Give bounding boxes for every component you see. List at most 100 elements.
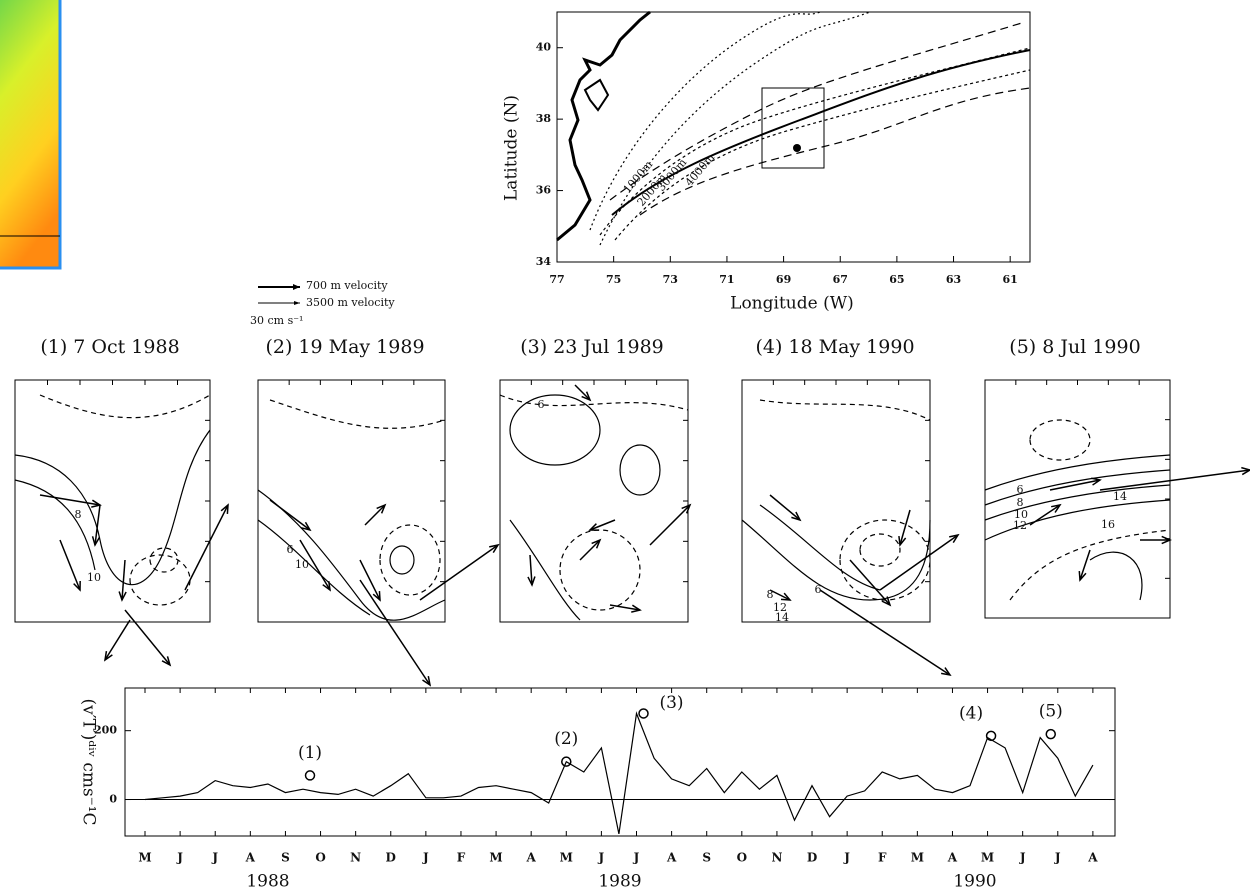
velocity-arrow (269, 499, 311, 531)
contour-label: 10 (1014, 508, 1028, 521)
mooring (793, 144, 801, 152)
map-x-tick-label: 77 (549, 273, 564, 286)
arrowhead (881, 596, 892, 607)
map-x-tick-label: 71 (719, 273, 734, 286)
event-label: (2) (554, 729, 578, 749)
x-tick-label: O (315, 851, 325, 865)
velocity-arrow (769, 494, 801, 521)
year-label: 1990 (953, 872, 996, 892)
x-tick-label: A (526, 851, 537, 865)
arrowhead (422, 676, 432, 687)
panel-title: (3) 23 Jul 1989 (520, 336, 664, 358)
panel-contour (269, 399, 446, 429)
panel-frame (257, 379, 446, 623)
contour-label: 14 (1113, 490, 1127, 503)
contour-label: 6 (287, 543, 294, 556)
panel-contour (257, 519, 371, 616)
panel-contour (984, 499, 1171, 541)
map-contour (639, 87, 1031, 216)
arrowhead (372, 590, 381, 602)
coastline (583, 78, 610, 112)
x-tick-label: N (350, 851, 361, 865)
x-tick-label: M (911, 851, 924, 865)
panel-contour (859, 533, 901, 567)
map-x-tick-label: 73 (663, 273, 678, 286)
arrowhead (118, 591, 127, 602)
velocity-arrow (299, 539, 331, 591)
map-contour (611, 49, 1031, 216)
event-marker (985, 730, 997, 742)
panel-contour (509, 394, 601, 466)
panel-contour (257, 489, 446, 621)
x-tick-label: M (560, 851, 573, 865)
x-tick-label: J (633, 851, 640, 865)
event-label: (1) (298, 743, 322, 763)
panel-contour (984, 469, 1171, 506)
legend-scale: 30 cm s⁻¹ (250, 314, 303, 327)
x-tick-label: J (598, 851, 605, 865)
x-tick-label: A (666, 851, 677, 865)
velocity-arrow (39, 494, 101, 506)
panel-title: (5) 8 Jul 1990 (1009, 336, 1140, 358)
x-tick-label: D (807, 851, 817, 865)
panel-contour (1009, 529, 1171, 601)
panel-contour (499, 394, 689, 411)
arrowhead (898, 535, 907, 547)
x-tick-label: M (138, 851, 151, 865)
map-contour (609, 21, 1026, 201)
arrowhead (581, 391, 592, 402)
arrowhead (301, 521, 312, 532)
velocity-arrow (59, 539, 81, 591)
legend-arrowhead (293, 284, 300, 290)
legend-label: 3500 m velocity (306, 296, 395, 309)
panel-contour (759, 504, 881, 591)
map-y-tick-label: 38 (536, 112, 552, 125)
panel-contour (984, 454, 1171, 491)
image-fragment (0, 0, 62, 270)
velocity-arrow (94, 504, 101, 546)
panel-contour (129, 554, 191, 606)
study-box (761, 87, 825, 169)
velocity-arrow (1099, 469, 1250, 491)
contour-label: 6 (538, 398, 545, 411)
arrowhead (1161, 535, 1172, 545)
velocity-arrow (574, 384, 591, 401)
event-marker (1045, 728, 1057, 740)
arrowhead (1051, 503, 1062, 513)
panel-contour (619, 444, 661, 496)
map-contour (589, 11, 821, 231)
panel-contour (984, 484, 1171, 521)
x-tick-label: S (702, 851, 711, 865)
arrowhead (1078, 570, 1087, 582)
contour-label: 8 (75, 508, 82, 521)
contour-label: 10 (295, 558, 309, 571)
arrowhead (1241, 466, 1250, 476)
panel-frame (741, 379, 931, 623)
panel-contour (14, 429, 211, 586)
y-tick-label: 200 (94, 724, 117, 737)
x-tick-label: A (947, 851, 958, 865)
map-frame (556, 11, 1031, 263)
velocity-arrow (589, 519, 616, 531)
x-tick-label: O (737, 851, 747, 865)
velocity-arrow (529, 554, 533, 586)
map-y-tick-label: 36 (536, 184, 552, 197)
arrowhead (681, 503, 692, 514)
map-x-label: Longitude (W) (730, 294, 854, 314)
year-label: 1988 (246, 872, 289, 892)
panel-contour (559, 529, 641, 611)
velocity-arrow (1049, 479, 1101, 491)
map-x-tick-label: 69 (776, 273, 791, 286)
contour-label: 6 (815, 583, 822, 596)
velocity-arrow (1029, 504, 1061, 526)
x-tick-label: M (981, 851, 994, 865)
panel-title: (2) 19 May 1989 (265, 336, 424, 358)
x-tick-label: J (843, 851, 850, 865)
event-label: (4) (959, 703, 983, 723)
arrowhead (791, 511, 802, 522)
velocity-arrow (879, 534, 959, 591)
velocity-arrow (609, 604, 641, 611)
velocity-arrow (769, 589, 791, 601)
series-line (144, 711, 1094, 835)
